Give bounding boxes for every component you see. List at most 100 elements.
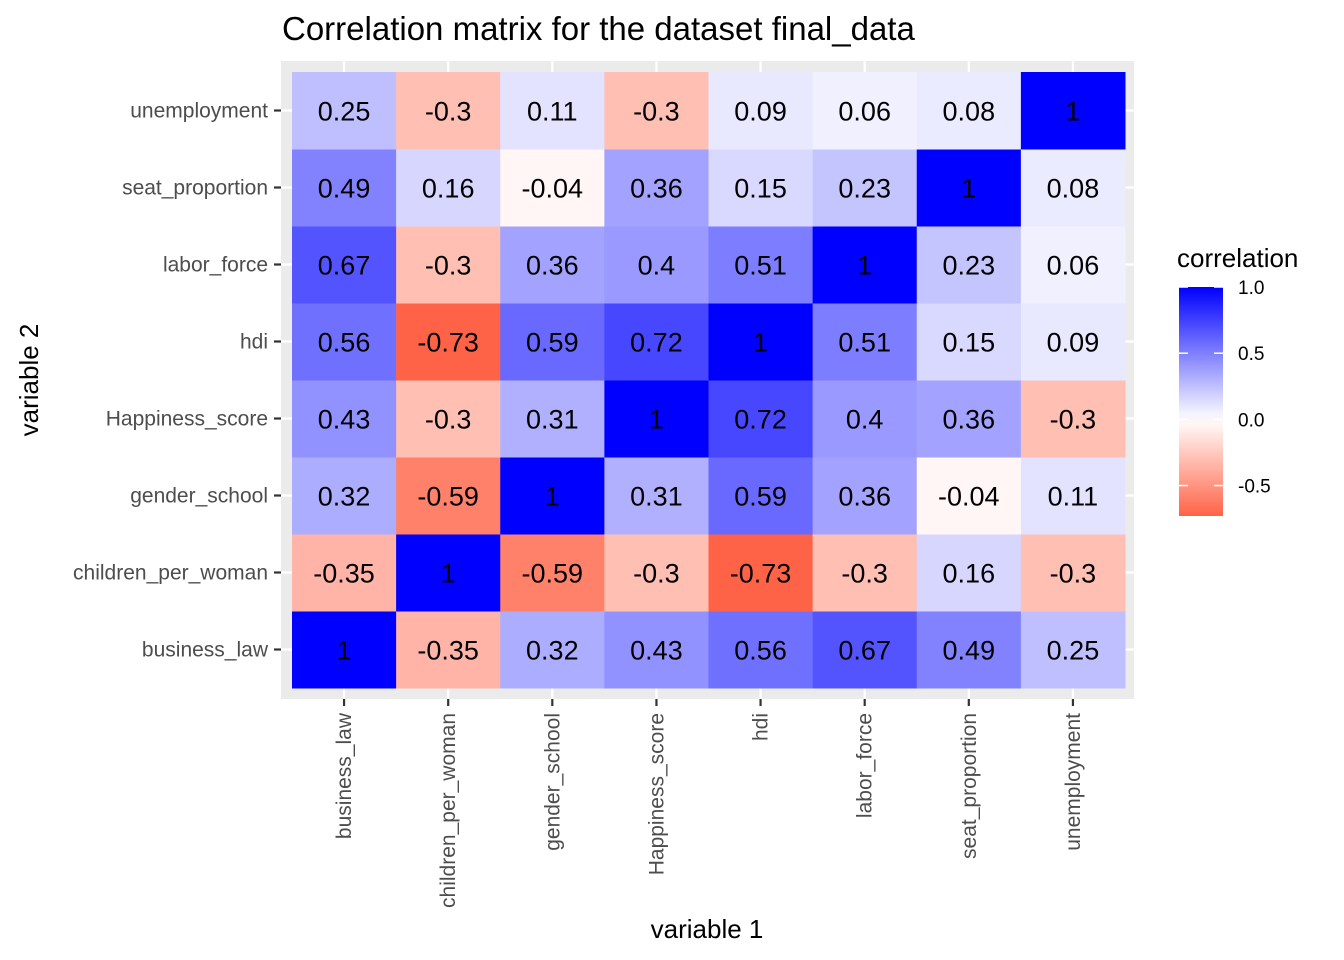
cell-value-label: 0.56 <box>318 328 371 358</box>
heatmap-cell <box>708 226 814 304</box>
heatmap-cell <box>292 534 397 612</box>
heatmap-cell <box>812 72 918 150</box>
cell-value-label: 0.4 <box>638 251 676 281</box>
heatmap-cell <box>396 149 501 227</box>
cell-value-label: 0.36 <box>630 174 683 204</box>
heatmap-cell <box>1020 226 1126 304</box>
x-tick-label: business_law <box>333 712 356 839</box>
heatmap-cell <box>292 149 397 227</box>
heatmap-cell <box>292 611 397 689</box>
cell-value-label: 0.23 <box>838 174 891 204</box>
heatmap-cell <box>812 380 918 458</box>
legend-tick-label: 0.0 <box>1238 410 1264 431</box>
y-tick-label: gender_school <box>130 485 268 508</box>
heatmap-cell <box>500 534 605 612</box>
heatmap-cell <box>708 611 814 689</box>
heatmap-cell <box>916 149 1022 227</box>
cell-value-label: 1 <box>649 405 664 435</box>
cell-value-label: 0.11 <box>527 97 578 127</box>
cell-value-label: -0.35 <box>417 636 479 666</box>
heatmap-cell <box>708 457 814 535</box>
cell-value-label: 0.72 <box>630 328 683 358</box>
heatmap-cell <box>1020 380 1126 458</box>
heatmap-cell <box>708 303 814 381</box>
x-tick-label: children_per_woman <box>437 713 460 908</box>
y-tick-label: labor_force <box>163 254 268 277</box>
heatmap-cell <box>604 226 709 304</box>
cell-value-label: 0.16 <box>943 559 996 589</box>
heatmap-cell <box>396 534 501 612</box>
cell-value-label: 0.08 <box>943 97 996 127</box>
heatmap-cell <box>604 303 709 381</box>
x-tick-label: hdi <box>750 713 773 741</box>
x-tick-label: gender_school <box>541 713 564 851</box>
heatmap-cell <box>812 457 918 535</box>
cell-value-label: 0.06 <box>838 97 891 127</box>
cell-value-label: 0.11 <box>1048 482 1099 512</box>
y-tick-label: children_per_woman <box>73 562 268 585</box>
heatmap-cell <box>500 72 605 150</box>
heatmap-cell <box>396 380 501 458</box>
heatmap-cell <box>916 380 1022 458</box>
heatmap-cell <box>708 149 814 227</box>
cell-value-label: 0.43 <box>630 636 683 666</box>
cell-value-label: 0.51 <box>734 251 787 281</box>
cell-value-label: 0.31 <box>526 405 579 435</box>
heatmap-cell <box>916 611 1022 689</box>
heatmap-cell <box>396 611 501 689</box>
y-tick-label: hdi <box>240 331 268 354</box>
cell-value-label: 0.4 <box>846 405 884 435</box>
cell-value-label: 1 <box>441 559 456 589</box>
cell-value-label: 1 <box>545 482 560 512</box>
heatmap-cell <box>1020 149 1126 227</box>
cell-value-label: 0.25 <box>1047 636 1100 666</box>
heatmap-cell <box>396 72 501 150</box>
chart-title: Correlation matrix for the dataset final… <box>282 10 915 47</box>
x-tick-label: labor_force <box>854 713 877 818</box>
heatmap-cell <box>292 303 397 381</box>
heatmap-cell <box>292 226 397 304</box>
cell-value-label: 0.49 <box>943 636 996 666</box>
heatmap-cell <box>708 534 814 612</box>
legend-tick-label: 0.5 <box>1238 344 1264 365</box>
cell-value-label: 1 <box>961 174 976 204</box>
cell-value-label: 0.06 <box>1047 251 1100 281</box>
cell-value-label: 0.59 <box>734 482 787 512</box>
cell-value-label: -0.35 <box>313 559 375 589</box>
cell-value-label: -0.73 <box>417 328 479 358</box>
cell-value-label: 0.08 <box>1047 174 1100 204</box>
x-axis-title: variable 1 <box>651 914 764 944</box>
heatmap-cell <box>500 226 605 304</box>
cell-value-label: 1 <box>857 251 872 281</box>
heatmap-cell <box>1020 303 1126 381</box>
x-tick-label: Happiness_score <box>645 713 668 875</box>
heatmap-cell <box>604 380 709 458</box>
cell-value-label: -0.04 <box>938 482 1000 512</box>
cell-value-label: 0.16 <box>422 174 475 204</box>
y-axis-title: variable 2 <box>14 324 44 437</box>
legend-color-bar <box>1179 287 1223 516</box>
heatmap-cell <box>916 457 1022 535</box>
cell-value-label: 0.32 <box>318 482 371 512</box>
heatmap-cell <box>916 72 1022 150</box>
heatmap-cell <box>812 303 918 381</box>
cell-value-label: -0.3 <box>425 405 472 435</box>
heatmap-cell <box>916 534 1022 612</box>
cell-value-label: 1 <box>753 328 768 358</box>
y-tick-label: unemployment <box>130 100 268 123</box>
y-tick-label: seat_proportion <box>122 177 268 200</box>
heatmap-cell <box>396 303 501 381</box>
heatmap-cell <box>604 611 709 689</box>
heatmap-cell <box>604 72 709 150</box>
cell-value-label: 0.15 <box>943 328 996 358</box>
heatmap-cell <box>916 303 1022 381</box>
heatmap-cell <box>604 149 709 227</box>
legend-title: correlation <box>1177 243 1298 273</box>
cell-value-label: 0.67 <box>318 251 371 281</box>
cell-value-label: 0.25 <box>318 97 371 127</box>
legend-tick-label: -0.5 <box>1238 477 1271 498</box>
heatmap-cell <box>916 226 1022 304</box>
heatmap-cell <box>1020 611 1126 689</box>
cell-value-label: -0.73 <box>730 559 792 589</box>
